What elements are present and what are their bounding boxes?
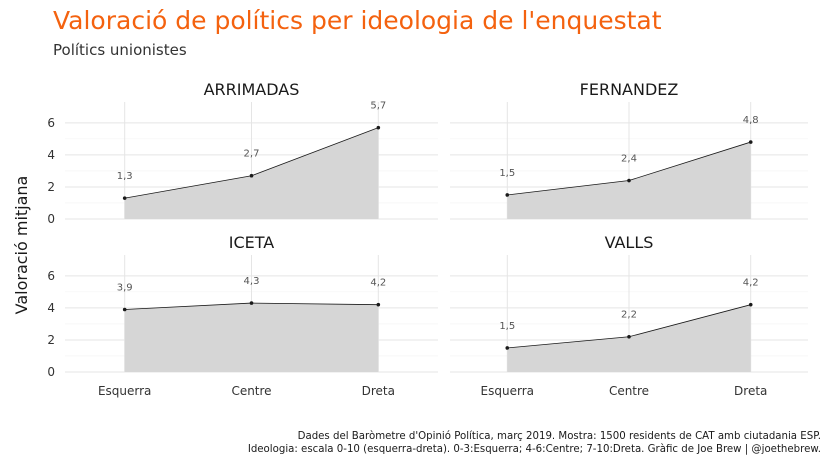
point-fernandez-dreta [748,140,753,144]
point-fernandez-esquerra [505,193,510,197]
data-label-iceta-centre: 4,3 [244,276,260,287]
panel-title-fernandez: FERNANDEZ [580,80,679,99]
y-tick-label: 0 [47,365,55,379]
data-label-fernandez-esquerra: 1,5 [499,168,515,179]
data-label-arrimadas-dreta: 5,7 [370,101,386,112]
data-label-valls-esquerra: 1,5 [499,321,515,332]
point-valls-esquerra [505,346,510,350]
data-label-fernandez-centre: 2,4 [621,154,637,165]
data-label-valls-centre: 2,2 [621,310,637,321]
point-arrimadas-centre [249,173,254,178]
panel-title-arrimadas: ARRIMADAS [204,80,300,99]
caption-line-2: Ideologia: escala 0-10 (esquerra-dreta).… [247,444,821,455]
area-iceta [124,303,379,372]
panel-title-iceta: ICETA [229,233,275,252]
point-arrimadas-esquerra [122,196,127,200]
point-iceta-dreta [376,302,381,307]
x-tick-label-centre: Centre [609,384,649,398]
x-tick-label-esquerra: Esquerra [98,384,151,398]
point-iceta-esquerra [122,307,127,312]
data-label-iceta-dreta: 4,2 [370,278,386,289]
y-axis-title: Valoració mitjana [12,176,31,315]
y-tick-label: 2 [47,333,55,347]
point-valls-centre [627,334,631,339]
data-label-arrimadas-esquerra: 1,3 [117,171,133,182]
point-arrimadas-dreta [376,125,381,130]
data-label-fernandez-dreta: 4,8 [743,115,759,126]
y-tick-label: 4 [47,301,55,315]
y-tick-label: 4 [47,148,55,162]
chart-caption: Dades del Baròmetre d'Opinió Política, m… [248,430,821,456]
caption-line-1: Dades del Baròmetre d'Opinió Política, m… [297,431,821,442]
point-valls-dreta [748,302,753,307]
y-tick-label: 6 [47,269,55,283]
area-arrimadas [124,127,379,219]
data-label-valls-dreta: 4,2 [743,278,759,289]
point-iceta-centre [249,301,254,305]
x-tick-label-esquerra: Esquerra [481,384,534,398]
point-fernandez-centre [627,178,631,183]
panel-title-valls: VALLS [605,233,654,252]
chart-subtitle: Polítics unionistes [53,41,187,59]
y-tick-label: 6 [47,116,55,130]
chart-title: Valoració de polítics per ideologia de l… [53,6,662,35]
y-tick-label: 0 [47,212,55,226]
data-label-iceta-esquerra: 3,9 [117,282,133,293]
y-tick-label: 2 [47,180,55,194]
x-tick-label-dreta: Dreta [734,384,767,398]
x-tick-label-centre: Centre [231,384,271,398]
data-label-arrimadas-centre: 2,7 [244,149,260,160]
x-tick-label-dreta: Dreta [362,384,395,398]
